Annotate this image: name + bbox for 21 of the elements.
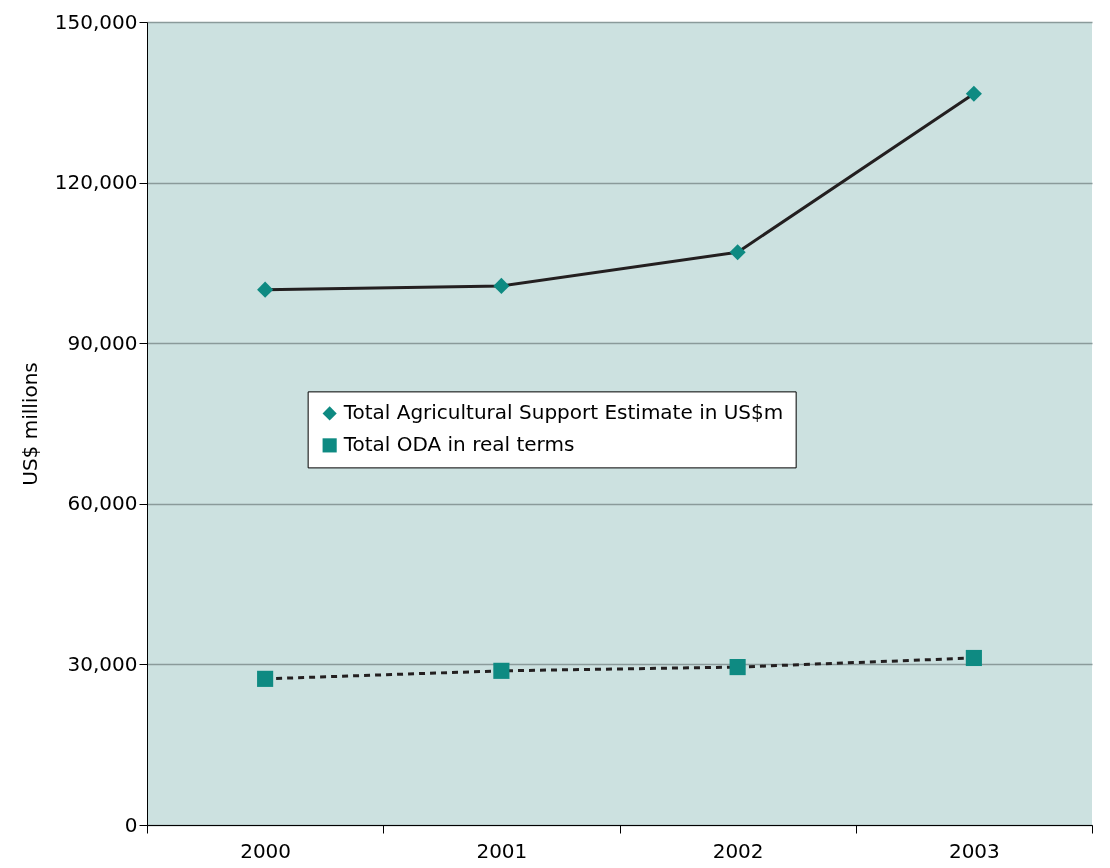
y-tick-label: 60,000 xyxy=(67,491,138,516)
point xyxy=(493,662,510,679)
y-axis-title: US$ millions xyxy=(17,362,42,486)
legend-label: Total Agricultural Support Estimate in US$m xyxy=(342,400,784,425)
x-tick-label: 2000 xyxy=(240,838,292,863)
y-tick-label: 150,000 xyxy=(54,9,138,34)
point xyxy=(257,670,274,687)
y-tick-label: 0 xyxy=(124,812,138,837)
point xyxy=(965,85,982,102)
x-tick-label: 2002 xyxy=(712,838,764,863)
x-tick-label: 2003 xyxy=(948,838,1000,863)
point xyxy=(729,659,746,676)
legend-label: Total ODA in real terms xyxy=(342,432,575,457)
point xyxy=(729,244,746,261)
point xyxy=(257,281,274,298)
x-tick-label: 2001 xyxy=(476,838,528,863)
y-tick-label: 120,000 xyxy=(54,170,138,195)
y-tick-label: 90,000 xyxy=(67,330,138,355)
y-tick-label: 30,000 xyxy=(67,651,138,676)
point xyxy=(965,649,982,667)
point xyxy=(493,277,510,294)
